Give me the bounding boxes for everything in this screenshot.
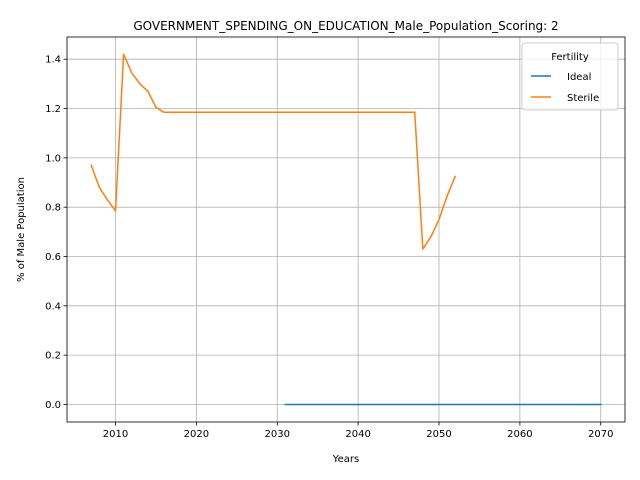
y-tick-label: 1.4 [45,55,61,66]
chart-title: GOVERNMENT_SPENDING_ON_EDUCATION_Male_Po… [133,19,558,33]
legend-box [521,42,619,111]
y-tick-label: 0.4 [45,301,61,312]
y-tick-label: 0.8 [45,203,61,214]
x-axis-label: Years [332,454,359,465]
legend-title: Fertility [551,52,589,63]
series-line-sterile [90,53,457,250]
x-tick-label: 2010 [103,429,128,440]
x-tick-label: 2030 [265,429,290,440]
y-tick-label: 1.0 [45,153,61,164]
x-tick-label: 2050 [426,429,451,440]
axis-ticks: 2010 2020 2030 2040 2050 2060 2070 0.0 0.2 0.4 0.6… [45,55,613,440]
plot-frame [66,36,626,423]
grid [67,37,625,422]
x-tick-label: 2070 [588,429,613,440]
series-lines [90,53,602,406]
y-axis-label: % of Male Population [16,177,27,282]
x-tick-label: 2040 [345,429,370,440]
y-tick-label: 0.2 [45,351,61,362]
y-tick-label: 0.6 [45,252,61,263]
y-tick-label: 1.2 [45,104,61,115]
legend-label-ideal: Ideal [567,72,591,83]
legend-label-sterile: Sterile [567,93,599,104]
x-tick-label: 2060 [507,429,532,440]
legend: Fertility Ideal Sterile [521,42,619,111]
x-tick-label: 2020 [184,429,209,440]
y-tick-label: 0.0 [45,400,61,411]
